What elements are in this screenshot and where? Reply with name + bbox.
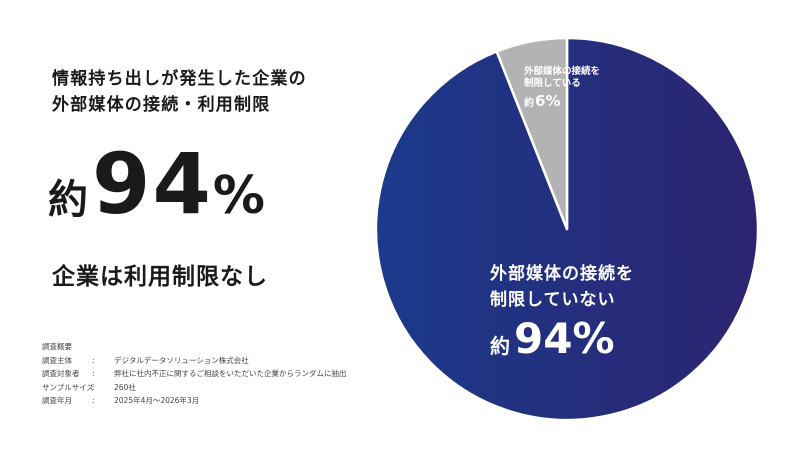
slice-label-line: 外部媒体の接続を — [524, 66, 601, 77]
headline: 情報持ち出しが発生した企業の 外部媒体の接続・利用制限 — [52, 66, 352, 118]
pie-chart-svg — [374, 36, 760, 422]
survey-row: サンプルサイズ : 260社 — [42, 381, 372, 395]
survey-key: サンプルサイズ — [42, 382, 95, 392]
survey-separator: : — [92, 355, 95, 365]
survey-row: 調査主体 : デジタルデータソリューション株式会社 — [42, 354, 372, 368]
slice-value-number: 6 — [535, 92, 546, 110]
slice-label-line: 外部媒体の接続を — [490, 264, 634, 284]
slice-label-restricted: 外部媒体の接続を 制限している — [524, 66, 600, 90]
slice-label-line: 制限している — [524, 78, 581, 89]
survey-key: 調査主体 — [42, 355, 72, 365]
left-panel: 情報持ち出しが発生した企業の 外部媒体の接続・利用制限 約94% 企業は利用制限… — [0, 0, 370, 450]
subhead: 企業は利用制限なし — [52, 264, 268, 290]
big-stat-prefix: 約 — [48, 177, 88, 223]
big-stat: 約94% — [48, 142, 265, 226]
slice-value-prefix: 約 — [524, 98, 534, 109]
pie-slice-restricted — [495, 36, 569, 231]
slice-value-unit: % — [545, 92, 561, 110]
headline-line-2: 外部媒体の接続・利用制限 — [52, 95, 271, 115]
survey-value: 弊社に社内不正に関するご相談をいただいた企業からランダムに抽出 — [114, 369, 347, 378]
survey-separator: : — [92, 382, 95, 392]
survey-key: 調査年月 — [42, 396, 72, 405]
survey-row: 調査対象者 : 弊社に社内不正に関するご相談をいただいた企業からランダムに抽出 — [42, 367, 372, 381]
survey-value: 2025年4月～2026年3月 — [114, 396, 200, 405]
survey-value: 260社 — [114, 382, 136, 392]
big-stat-unit: % — [212, 166, 266, 226]
survey-row: 調査年月 : 2025年4月～2026年3月 — [42, 394, 372, 408]
headline-line-1: 情報持ち出しが発生した企業の — [52, 69, 307, 89]
slice-value-restricted: 約6% — [524, 93, 560, 109]
survey-key: 調査対象者 — [42, 369, 80, 378]
survey-separator: : — [92, 369, 95, 378]
pie-chart: 外部媒体の接続を 制限していない 約94% 外部媒体の接続を 制限している 約6… — [370, 0, 800, 450]
big-stat-value: 94 — [92, 135, 213, 233]
slice-value-unit: % — [572, 314, 615, 363]
slice-value-prefix: 約 — [490, 334, 510, 358]
survey-separator: : — [92, 396, 95, 405]
survey-overview: 調査概要 調査主体 : デジタルデータソリューション株式会社 調査対象者 : 弊… — [42, 340, 372, 408]
slice-value-not-restricted: 約94% — [490, 318, 615, 360]
survey-value: デジタルデータソリューション株式会社 — [114, 355, 249, 365]
slice-label-not-restricted: 外部媒体の接続を 制限していない — [490, 261, 634, 313]
slice-label-line: 制限していない — [490, 290, 616, 310]
slice-value-number: 94 — [514, 314, 573, 363]
survey-title: 調査概要 — [42, 342, 72, 351]
